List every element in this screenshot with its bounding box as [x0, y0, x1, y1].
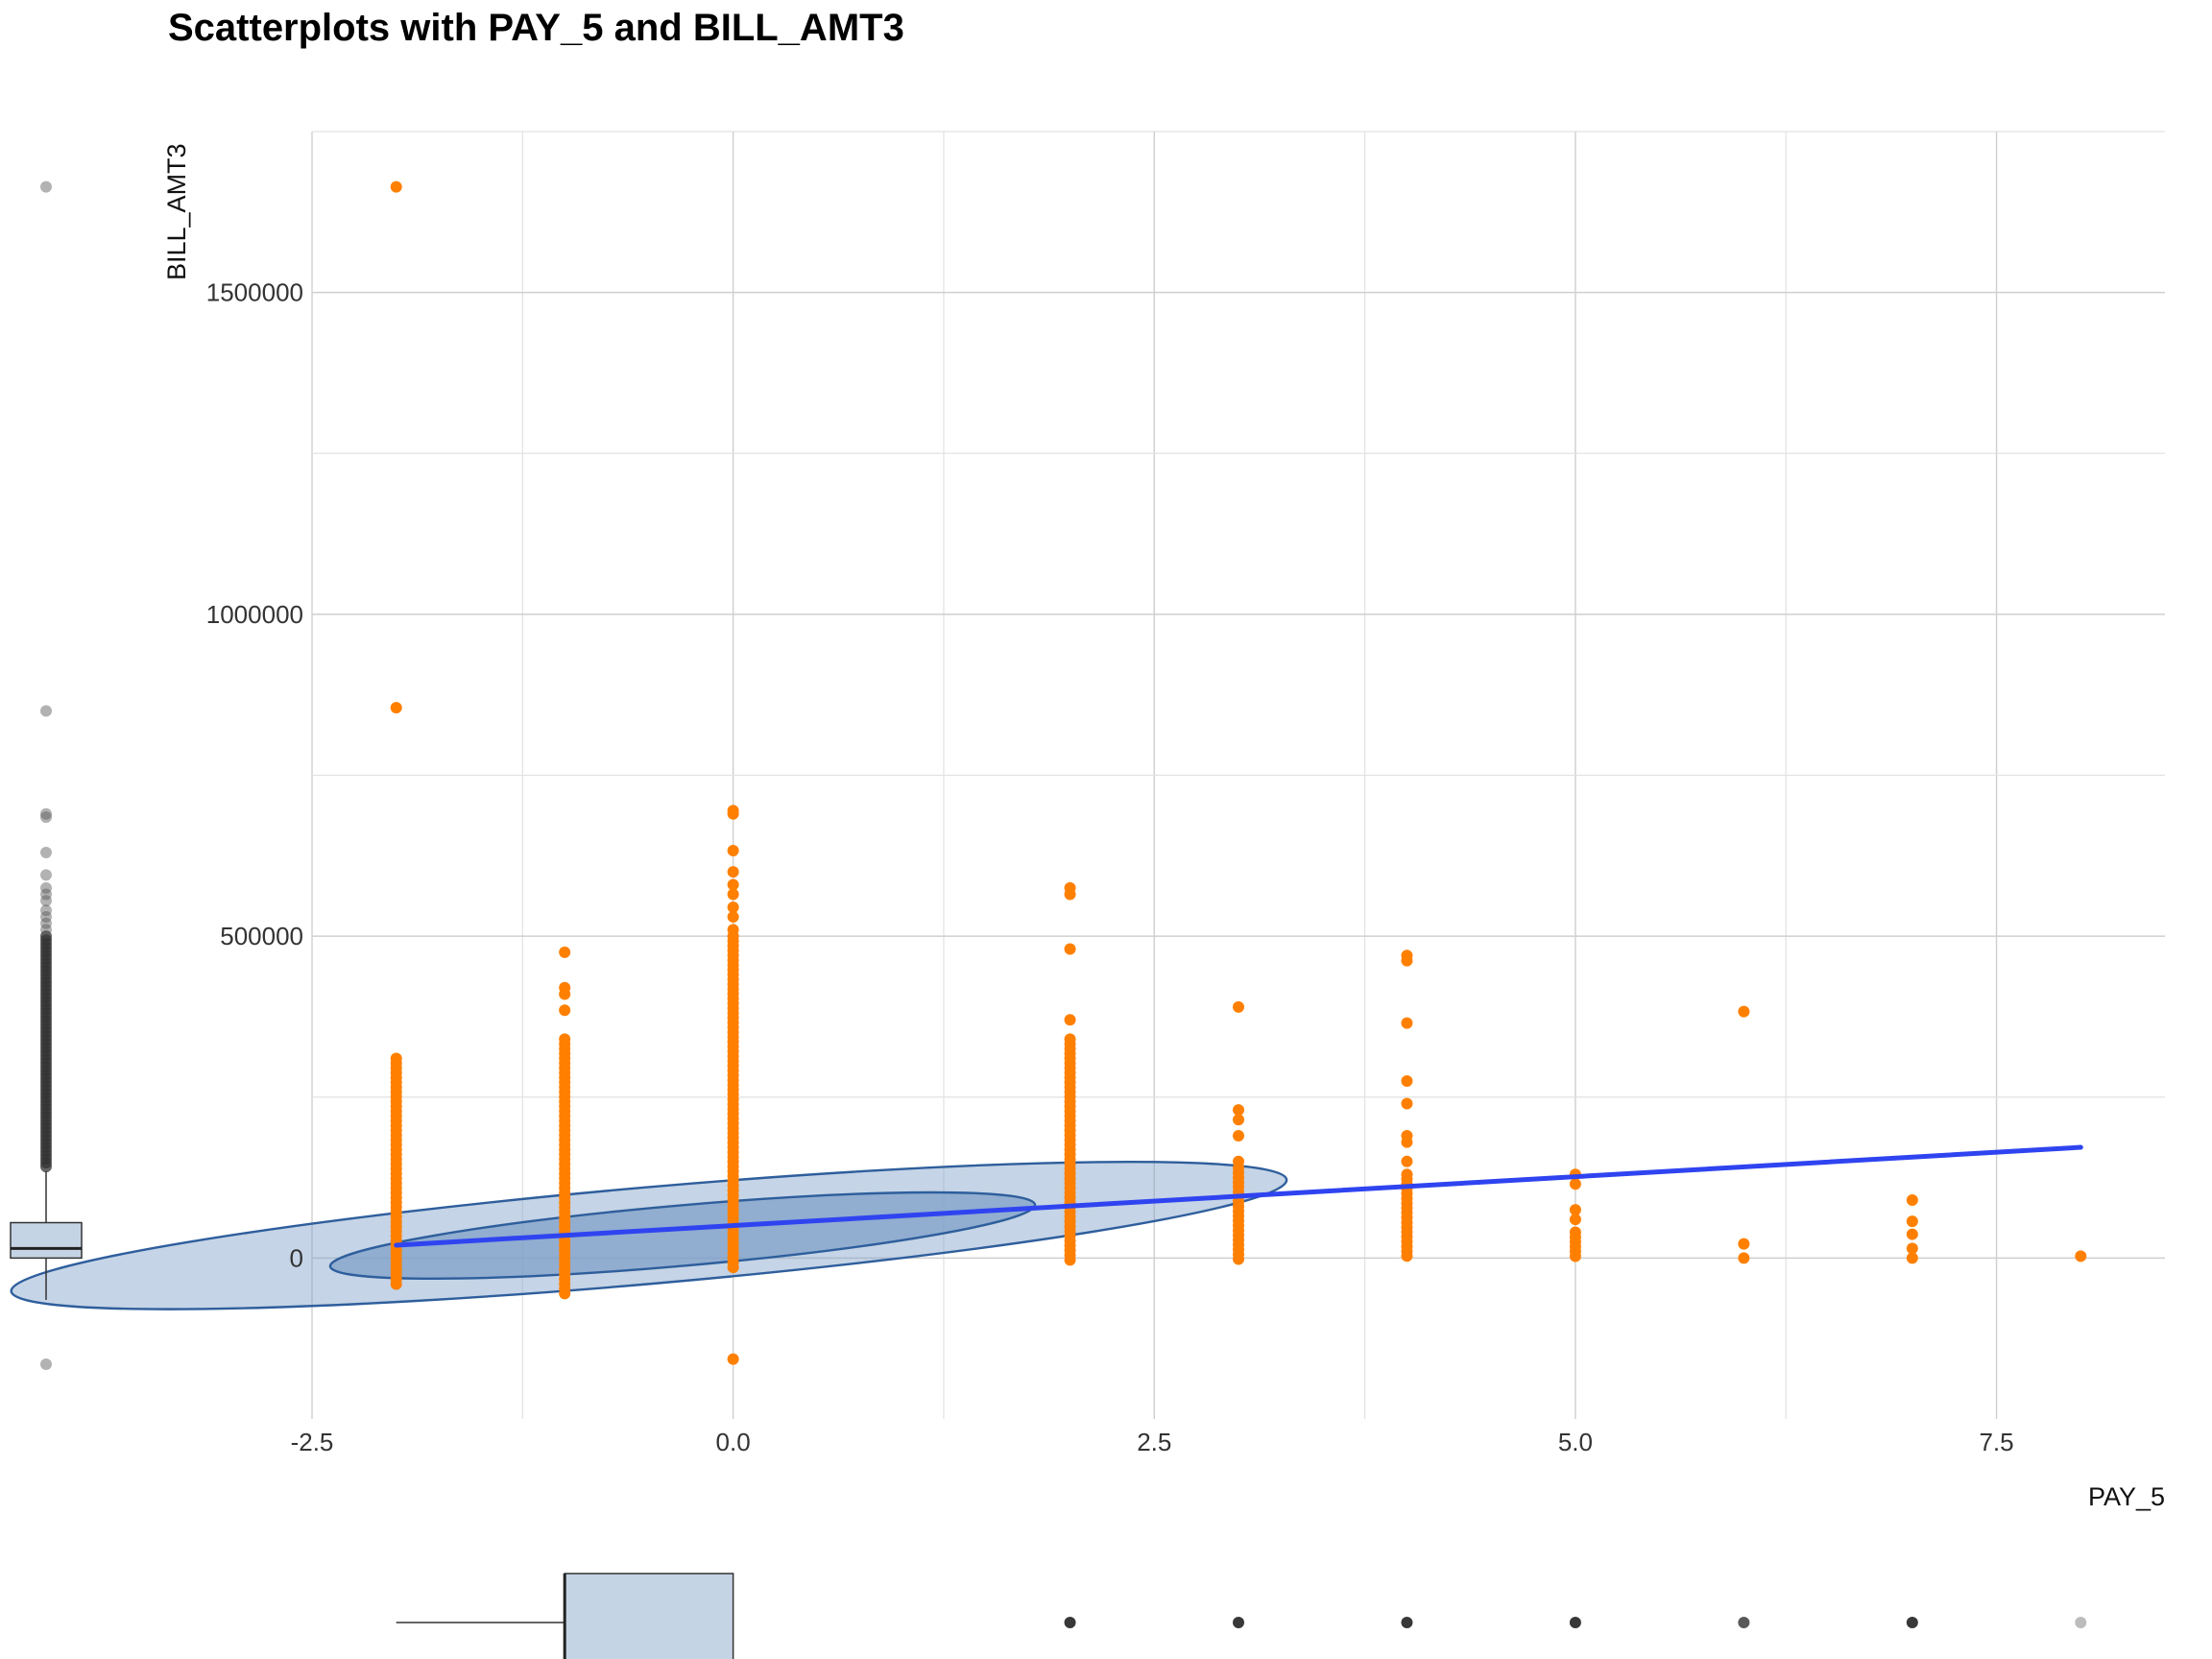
x-tick-label: 5.0	[1558, 1428, 1593, 1456]
grid	[311, 131, 2165, 1419]
data-point	[2075, 1250, 2087, 1262]
data-point	[559, 1004, 571, 1017]
data-point	[1569, 1250, 1581, 1262]
data-point	[1906, 1215, 1918, 1228]
data-point	[1233, 1104, 1244, 1117]
data-point	[727, 866, 739, 878]
data-point	[390, 702, 402, 714]
data-point	[559, 946, 571, 958]
data-point	[727, 844, 739, 856]
box-body	[10, 1221, 83, 1260]
data-point	[1233, 1155, 1244, 1167]
data-point	[1738, 1252, 1750, 1264]
data-point	[1233, 1129, 1244, 1142]
ellipse-inner	[328, 1190, 1037, 1281]
box-outlier	[40, 881, 52, 894]
box-outlier	[40, 917, 52, 929]
data-point	[1569, 1204, 1581, 1216]
box-outlier	[40, 888, 52, 901]
fit-line	[394, 1144, 2083, 1248]
data-point	[390, 1278, 402, 1290]
data-point	[1064, 943, 1076, 955]
box-outlier	[40, 924, 52, 936]
data-point	[1233, 1000, 1244, 1013]
data-point	[727, 901, 739, 913]
data-ellipses	[10, 1160, 1288, 1310]
box-outlier	[40, 1358, 52, 1371]
box-outlier	[40, 846, 52, 858]
data-point	[1233, 1114, 1244, 1126]
box-outlier	[1064, 1617, 1076, 1628]
box-outlier	[1738, 1617, 1750, 1628]
data-point	[1064, 881, 1076, 894]
x-axis-label: PAY_5	[2088, 1482, 2165, 1511]
data-point	[1906, 1228, 1918, 1240]
box-outlier	[2075, 1617, 2087, 1628]
x-tick-label: -2.5	[291, 1428, 334, 1456]
data-point	[727, 878, 739, 891]
y-tick-label: 1000000	[206, 600, 303, 629]
data-point	[559, 1287, 571, 1300]
y-tick-label: 0	[290, 1243, 303, 1272]
data-point	[1906, 1242, 1918, 1255]
data-point	[727, 1262, 739, 1274]
box-outlier	[1906, 1617, 1918, 1628]
box-outlier	[40, 911, 52, 924]
y-tick-label: 1500000	[206, 278, 303, 307]
data-point	[1064, 1014, 1076, 1026]
y-marginal-boxplot	[10, 180, 83, 1371]
data-point	[1401, 1017, 1413, 1029]
box-outlier	[40, 895, 52, 907]
data-point	[1233, 1253, 1244, 1265]
data-point	[1401, 1129, 1413, 1142]
data-point	[727, 911, 739, 924]
data-point	[727, 924, 739, 936]
data-point	[1569, 1214, 1581, 1226]
y-tick-label: 500000	[220, 922, 303, 950]
data-point	[1401, 1250, 1413, 1262]
data-point	[1401, 1155, 1413, 1167]
y-axis-label: BILL_AMT3	[162, 143, 191, 280]
data-point	[1401, 1074, 1413, 1087]
data-point	[1738, 1238, 1750, 1250]
data-point	[727, 805, 739, 817]
data-point	[1401, 950, 1413, 962]
tick-labels: -2.5 0.0 2.5 5.0 7.5 0 500000 1000000 1500000	[206, 278, 2014, 1456]
x-tick-label: 2.5	[1137, 1428, 1171, 1456]
data-point	[1906, 1252, 1918, 1264]
x-tick-label: 0.0	[716, 1428, 751, 1456]
data-point	[1738, 1005, 1750, 1018]
box-outlier	[40, 807, 52, 820]
x-tick-label: 7.5	[1979, 1428, 2013, 1456]
data-point	[1401, 1097, 1413, 1110]
box-body	[564, 1573, 734, 1659]
box-outlier	[40, 811, 52, 824]
data-point	[1569, 1178, 1581, 1190]
data-point	[727, 1353, 739, 1365]
scatter-points	[390, 180, 2087, 1365]
box-outlier	[40, 904, 52, 917]
box-outlier	[40, 869, 52, 881]
box-outlier	[40, 1161, 52, 1173]
box-outlier	[40, 705, 52, 717]
x-marginal-boxplot	[396, 1573, 2087, 1659]
data-point	[727, 888, 739, 901]
box-outlier	[1401, 1617, 1413, 1628]
box-outlier	[40, 180, 52, 193]
data-point	[1064, 1254, 1076, 1266]
box-outlier	[1233, 1617, 1244, 1628]
data-point	[1906, 1194, 1918, 1207]
chart-title: Scatterplots with PAY_5 and BILL_AMT3	[168, 7, 904, 49]
fit-line-group	[394, 1144, 2083, 1248]
box-outlier	[1569, 1617, 1581, 1628]
data-point	[390, 180, 402, 193]
data-point	[559, 981, 571, 994]
